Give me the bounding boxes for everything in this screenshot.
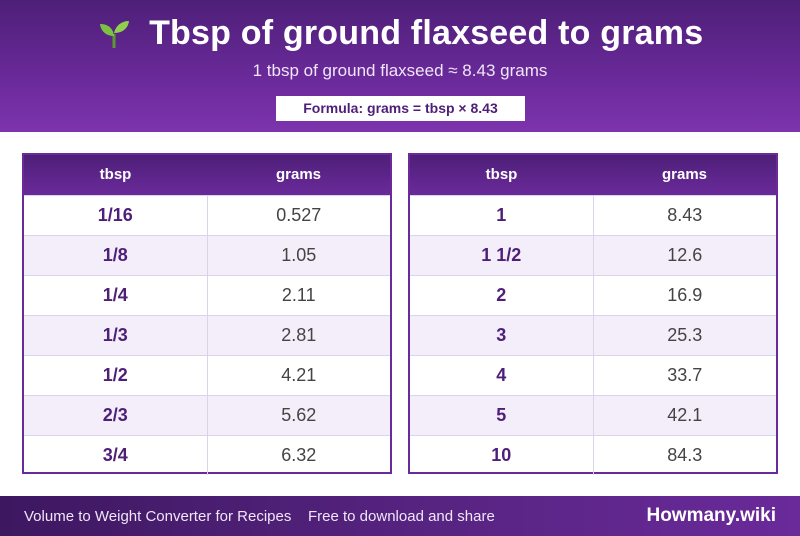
grams-cell: 12.6 xyxy=(667,245,703,265)
footer-converter-text: Volume to Weight Converter for Recipes xyxy=(24,508,292,525)
tbsp-cell: 10 xyxy=(410,436,594,475)
table-header: tbsp grams xyxy=(24,155,390,195)
conversion-table-right: tbsp grams 1 8.43 1 1/2 12.6 2 16.9 3 25… xyxy=(408,153,778,475)
table-row: 1/3 2.81 xyxy=(24,315,390,355)
grams-cell: 6.32 xyxy=(281,445,317,465)
table-row: 1/4 2.11 xyxy=(24,275,390,315)
table-row: 2/3 5.62 xyxy=(24,395,390,435)
table-row: 10 84.3 xyxy=(410,435,776,475)
tbsp-cell: 5 xyxy=(410,396,594,435)
grams-cell: 1.05 xyxy=(281,245,317,265)
tbsp-cell: 3/4 xyxy=(24,436,208,475)
grams-cell: 4.21 xyxy=(281,365,317,385)
table-header: tbsp grams xyxy=(410,155,776,195)
column-header-grams: grams xyxy=(661,166,708,183)
title-row: Tbsp of ground flaxseed to grams xyxy=(0,14,800,53)
table-row: 5 42.1 xyxy=(410,395,776,435)
tbsp-cell: 2/3 xyxy=(24,396,208,435)
grams-cell: 2.11 xyxy=(281,285,316,305)
grams-cell: 5.62 xyxy=(281,405,317,425)
grams-cell: 8.43 xyxy=(667,205,703,225)
formula-badge: Formula: grams = tbsp × 8.43 xyxy=(276,96,525,121)
header: Tbsp of ground flaxseed to grams 1 tbsp … xyxy=(0,0,800,132)
table-row: 1/8 1.05 xyxy=(24,235,390,275)
table-row: 2 16.9 xyxy=(410,275,776,315)
table-row: 1 1/2 12.6 xyxy=(410,235,776,275)
grams-cell: 42.1 xyxy=(667,405,703,425)
grams-cell: 25.3 xyxy=(667,325,703,345)
table-row: 1/2 4.21 xyxy=(24,355,390,395)
tbsp-cell: 4 xyxy=(410,356,594,395)
column-header-tbsp: tbsp xyxy=(99,166,132,183)
tbsp-cell: 1/4 xyxy=(24,276,208,315)
footer-share-text: Free to download and share xyxy=(308,508,495,525)
tbsp-cell: 3 xyxy=(410,316,594,355)
grams-cell: 0.527 xyxy=(276,205,322,225)
tbsp-cell: 2 xyxy=(410,276,594,315)
tbsp-cell: 1/8 xyxy=(24,236,208,275)
table-row: 1 8.43 xyxy=(410,195,776,235)
brand-logo-text[interactable]: Howmany.wiki xyxy=(646,505,776,526)
grams-cell: 2.81 xyxy=(281,325,317,345)
tbsp-cell: 1/3 xyxy=(24,316,208,355)
grams-cell: 16.9 xyxy=(667,285,703,305)
footer: Volume to Weight Converter for Recipes F… xyxy=(0,496,800,536)
table-row: 3 25.3 xyxy=(410,315,776,355)
page-title: Tbsp of ground flaxseed to grams xyxy=(149,14,704,52)
tbsp-cell: 1 1/2 xyxy=(410,236,594,275)
subtitle: 1 tbsp of ground flaxseed ≈ 8.43 grams xyxy=(252,61,548,80)
tbsp-cell: 1/16 xyxy=(24,196,208,235)
tbsp-cell: 1 xyxy=(410,196,594,235)
table-row: 4 33.7 xyxy=(410,355,776,395)
seedling-icon xyxy=(97,17,131,51)
tbsp-cell: 1/2 xyxy=(24,356,208,395)
grams-cell: 33.7 xyxy=(667,365,703,385)
grams-cell: 84.3 xyxy=(667,445,703,465)
table-row: 3/4 6.32 xyxy=(24,435,390,475)
conversion-table-left: tbsp grams 1/16 0.527 1/8 1.05 1/4 2.11 … xyxy=(22,153,392,475)
table-row: 1/16 0.527 xyxy=(24,195,390,235)
column-header-grams: grams xyxy=(275,166,322,183)
column-header-tbsp: tbsp xyxy=(485,166,518,183)
